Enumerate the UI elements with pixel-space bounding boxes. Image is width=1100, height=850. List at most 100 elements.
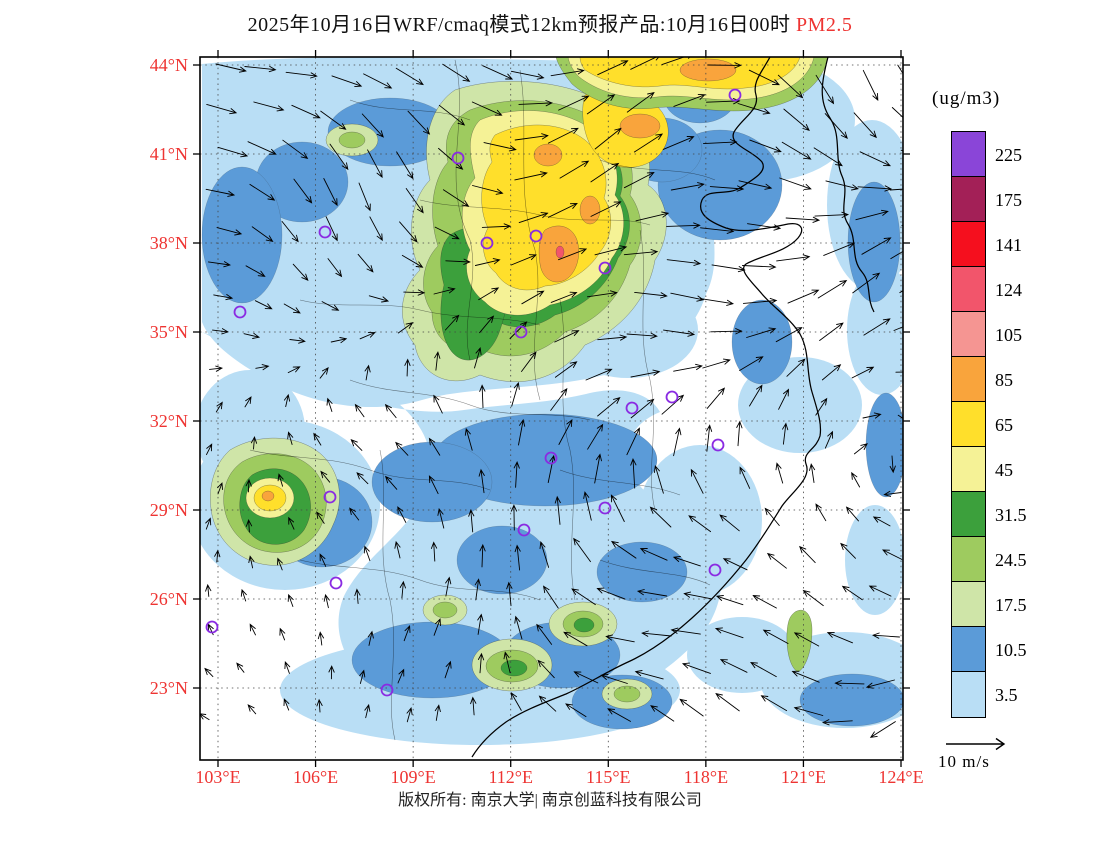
- contour-region: [261, 490, 275, 502]
- wind-arrow: [653, 464, 664, 494]
- wind-arrow: [736, 420, 743, 447]
- wind-arrow: [670, 182, 705, 191]
- wind-arrow: [472, 185, 504, 195]
- wind-arrow: [585, 368, 613, 381]
- wind-arrow: [859, 151, 892, 167]
- wind-arrow: [573, 671, 599, 684]
- wind-arrow: [899, 290, 903, 294]
- wind-arrow: [283, 393, 291, 408]
- wind-arrow: [430, 541, 438, 562]
- wind-arrow: [554, 495, 561, 525]
- wind-arrow: [799, 545, 816, 564]
- wind-arrow: [212, 328, 229, 335]
- wind-arrow: [250, 435, 258, 450]
- wind-arrow: [399, 221, 418, 243]
- wind-arrow: [511, 381, 520, 407]
- wind-arrow: [781, 141, 812, 160]
- province-borders: [249, 59, 716, 741]
- wind-arrow: [205, 583, 212, 597]
- wind-arrow: [623, 171, 655, 189]
- contour-region: [456, 525, 548, 595]
- colorbar-block: [951, 536, 986, 583]
- wind-arrow: [438, 147, 464, 170]
- wind-arrow: [215, 63, 247, 73]
- wind-arrow: [328, 665, 335, 680]
- wind-arrow: [748, 69, 780, 86]
- wind-arrow: [506, 581, 513, 607]
- wind-arrow: [288, 516, 295, 530]
- wind-arrow: [363, 545, 371, 562]
- wind-arrow: [478, 287, 500, 301]
- wind-arrow: [283, 698, 290, 711]
- wind-arrow: [722, 558, 748, 571]
- wind-arrow: [384, 403, 397, 419]
- axis-ticks: [193, 50, 910, 767]
- wind-arrow: [356, 472, 369, 485]
- wind-arrow: [558, 419, 573, 445]
- wind-arrow: [752, 594, 777, 609]
- wind-arrow: [474, 258, 501, 266]
- wind-arrow: [433, 287, 456, 295]
- wind-arrow: [249, 623, 256, 636]
- wind-arrow: [319, 553, 327, 567]
- station-marker: [665, 390, 679, 404]
- wind-arrow: [783, 108, 810, 132]
- wind-arrow: [215, 401, 223, 413]
- wind-arrow: [444, 660, 452, 679]
- wind-arrow: [245, 478, 252, 493]
- wind-arrow: [554, 361, 578, 378]
- wind-arrow: [216, 227, 243, 236]
- wind-arrow: [710, 328, 743, 335]
- wind-arrow: [600, 674, 628, 684]
- station-marker: [625, 401, 639, 415]
- wind-arrow: [851, 471, 861, 488]
- wind-arrow: [711, 264, 746, 273]
- wind-arrow: [394, 540, 401, 559]
- contour-region: [865, 392, 903, 498]
- station-marker: [529, 229, 543, 243]
- wind-arrow: [397, 668, 405, 684]
- wind-arrow: [793, 632, 820, 647]
- station-marker: [544, 451, 558, 465]
- wind-arrow: [482, 65, 514, 80]
- wind-arrow: [673, 93, 706, 107]
- wind-arrow: [834, 680, 865, 687]
- wind-arrow: [217, 482, 223, 495]
- wind-arrow: [742, 297, 778, 305]
- wind-arrow: [813, 147, 843, 167]
- station-marker: [480, 236, 494, 250]
- wind-arrow: [330, 337, 348, 344]
- wind-arrow: [586, 94, 616, 115]
- wind-arrow: [428, 437, 441, 456]
- lon-tick-label: 109°E: [391, 767, 436, 787]
- wind-arrow: [474, 578, 481, 601]
- wind-arrow: [626, 91, 655, 113]
- wind-arrow: [287, 366, 301, 374]
- wind-arrow: [840, 542, 856, 559]
- wind-arrow: [323, 178, 338, 207]
- wind-arrow: [883, 490, 902, 497]
- colorbar-level-label: 175: [995, 189, 1022, 210]
- wind-arrow: [395, 67, 424, 86]
- wind-arrow: [893, 326, 903, 331]
- wind-arrow: [554, 330, 580, 343]
- wind-arrow: [824, 430, 834, 449]
- wind-arrow: [287, 593, 294, 607]
- wind-arrow: [359, 331, 376, 340]
- wind-arrow: [862, 412, 882, 419]
- wind-arrow: [479, 384, 486, 409]
- wind-arrow: [204, 667, 214, 678]
- wind-arrow: [289, 337, 306, 344]
- wind-arrow: [474, 347, 482, 369]
- wind-arrow: [571, 588, 596, 606]
- wind-arrow: [709, 185, 745, 192]
- wind-arrow: [248, 555, 255, 569]
- contour-region: [201, 166, 283, 304]
- wind-arrow: [634, 291, 668, 299]
- wind-arrow: [243, 332, 261, 339]
- wind-arrow: [539, 541, 550, 568]
- wind-arrow: [787, 289, 820, 304]
- wind-arrow: [778, 388, 789, 410]
- wind-arrow: [782, 422, 789, 445]
- colorbar-level-label: 105: [995, 324, 1022, 345]
